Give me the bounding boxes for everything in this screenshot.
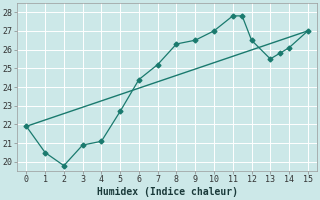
X-axis label: Humidex (Indice chaleur): Humidex (Indice chaleur) [97, 187, 237, 197]
